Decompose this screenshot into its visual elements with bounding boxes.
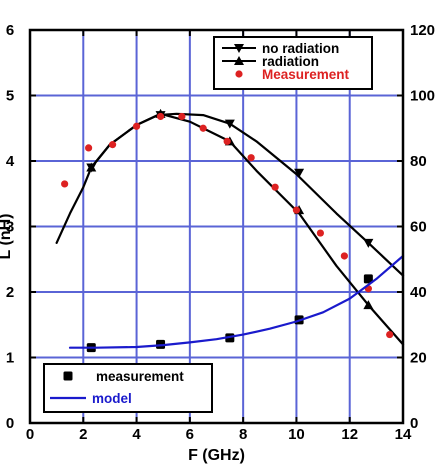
data-point — [247, 154, 255, 162]
series-model-right — [68, 254, 405, 349]
x-tick-label: 4 — [132, 426, 141, 443]
y2-tick-label: 60 — [410, 219, 427, 236]
data-point — [199, 124, 207, 132]
data-point — [223, 137, 231, 145]
data-point — [132, 122, 141, 130]
series-line — [55, 112, 405, 277]
data-point — [340, 252, 348, 260]
legend-marker-swatch — [63, 371, 73, 381]
data-point — [61, 180, 69, 188]
y-tick-label: 4 — [6, 153, 15, 170]
y2-tick-label: 0 — [410, 415, 418, 432]
x-tick-label: 2 — [79, 426, 87, 443]
data-point — [108, 141, 117, 149]
x-tick-label: 12 — [341, 426, 358, 443]
data-point — [294, 168, 305, 178]
y2-tick-label: 40 — [410, 284, 427, 301]
series-line — [68, 254, 405, 349]
legend-entry-measurement: measurement — [63, 369, 184, 384]
legend-label: no radiation — [262, 41, 339, 56]
y2-tick-label: 80 — [410, 153, 427, 170]
data-point — [224, 119, 235, 129]
y2-tick-label: 100 — [410, 88, 435, 105]
grid-layer — [30, 30, 403, 423]
legend-entry-no-radiation: no radiation — [222, 41, 339, 56]
legend-bottom-box — [43, 363, 213, 413]
data-point — [316, 229, 325, 237]
series-measurement — [61, 112, 394, 339]
legend-entry-radiation: radiation — [222, 54, 319, 69]
x-tick-label: 6 — [186, 426, 194, 443]
legend-entry-measurement: Measurement — [235, 67, 350, 82]
data-point — [363, 274, 373, 284]
legend-label: radiation — [262, 54, 319, 69]
data-point — [292, 206, 301, 214]
legend-marker-swatch — [234, 56, 244, 65]
legend-label: Measurement — [262, 67, 350, 82]
y-tick-label: 3 — [6, 219, 14, 236]
y2-tick-label: 120 — [410, 22, 435, 39]
data-point — [178, 112, 186, 121]
y2-tick-label: 20 — [410, 350, 427, 367]
data-point — [363, 238, 374, 248]
data-point — [386, 330, 394, 339]
legend-marker-swatch — [235, 70, 243, 78]
series-layer — [55, 108, 405, 353]
x-tick-label: 0 — [26, 426, 34, 443]
y-tick-label: 0 — [6, 415, 14, 432]
y-tick-label: 5 — [6, 88, 14, 105]
x-axis-title: F (GHz) — [188, 447, 245, 464]
data-point — [271, 183, 279, 191]
x-tick-label: 10 — [288, 426, 305, 443]
x-tick-label: 14 — [395, 426, 412, 443]
y-tick-label: 1 — [6, 350, 14, 367]
legend-label: measurement — [96, 369, 184, 384]
legend-marker-swatch — [234, 44, 244, 53]
y-tick-label: 6 — [6, 22, 14, 39]
x-tick-label: 8 — [239, 426, 247, 443]
data-point — [85, 144, 93, 152]
data-point — [86, 162, 97, 172]
data-point — [363, 300, 374, 310]
legend-label: model — [92, 391, 132, 406]
data-point — [156, 112, 165, 121]
legend-entry-model: model — [50, 391, 132, 406]
legend-bottom: measurement model — [43, 363, 213, 413]
y-tick-label: 2 — [6, 284, 14, 301]
y-axis-title: L (nH) — [0, 214, 14, 260]
